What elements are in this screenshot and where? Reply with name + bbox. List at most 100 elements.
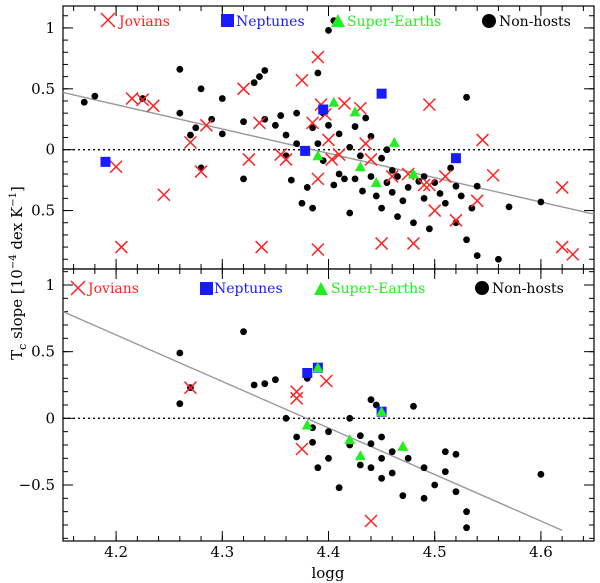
bottom-point-nonhost — [356, 461, 364, 469]
top-point-nonhost — [537, 198, 545, 206]
top-point-nonhost — [388, 166, 396, 174]
top-point-jovian — [375, 236, 389, 250]
bottom-y-tick-label: −0.5 — [19, 476, 55, 494]
top-point-jovian — [252, 116, 267, 130]
top-point-jovian — [295, 73, 309, 87]
top-point-jovian — [279, 152, 293, 166]
top-point-nonhost — [356, 152, 364, 160]
top-point-nonhost — [176, 109, 184, 117]
top-point-nonhost — [346, 143, 354, 151]
top-point-jovian — [555, 180, 569, 194]
top-point-nonhost — [309, 204, 316, 212]
top-point-nonhost — [277, 112, 285, 119]
bottom-point-neptune — [302, 368, 313, 378]
top-y-tick-label: 0.5 — [31, 80, 55, 98]
top-y-tick-label: 1 — [45, 19, 55, 37]
top-point-jovian — [428, 204, 442, 218]
top-point-super-earth — [407, 168, 419, 179]
top-point-jovian — [237, 82, 251, 96]
bottom-legend-jovians: Jovians — [70, 280, 139, 297]
top-point-nonhost — [256, 73, 263, 81]
top-point-nonhost — [287, 176, 295, 184]
bottom-point-jovian — [319, 374, 333, 388]
legend-label-jovians: Jovians — [86, 281, 139, 297]
bottom-point-jovian — [295, 442, 309, 456]
top-point-nonhost — [394, 173, 401, 180]
top-point-nonhost — [261, 115, 269, 123]
top-point-nonhost — [367, 132, 375, 140]
top-point-nonhost — [359, 187, 366, 195]
bottom-point-nonhost — [282, 414, 290, 422]
top-panel: 1 0.5 0 0.5 Jovians Neptunes Super-Earths N… — [31, 5, 595, 270]
bottom-point-nonhost — [367, 440, 375, 448]
bottom-point-nonhost — [367, 464, 375, 472]
x-tick-label: 4.4 — [317, 543, 341, 561]
top-point-nonhost — [468, 204, 476, 212]
top-point-nonhost — [91, 92, 99, 100]
x-tick-label: 4.2 — [104, 543, 128, 561]
top-point-nonhost — [457, 192, 465, 200]
bottom-point-nonhost — [452, 488, 460, 496]
top-point-jovian — [146, 99, 160, 113]
top-panel-frame — [62, 5, 595, 270]
bottom-legend-neptunes: Neptunes — [200, 281, 283, 297]
top-point-nonhost — [176, 65, 184, 73]
top-point-jovian — [406, 236, 420, 250]
top-point-nonhost — [240, 118, 247, 126]
top-point-nonhost — [425, 225, 433, 233]
bottom-point-nonhost — [388, 448, 396, 456]
top-point-jovian — [417, 178, 431, 192]
top-point-nonhost — [314, 69, 322, 77]
top-point-nonhost — [351, 123, 359, 130]
bottom-point-super-earth — [397, 440, 409, 451]
top-point-nonhost — [367, 173, 375, 180]
bottom-point-nonhost — [441, 448, 449, 456]
top-point-jovian — [325, 152, 339, 166]
top-legend: Jovians Neptunes Super-Earths Non-hosts — [100, 12, 571, 30]
top-point-neptune — [100, 156, 111, 167]
bottom-point-super-earth — [301, 419, 313, 430]
top-y-tick-label: 0 — [45, 141, 55, 159]
top-point-super-earth — [370, 177, 382, 188]
top-point-nonhost — [218, 95, 226, 102]
top-point-nonhost — [325, 121, 332, 129]
top-point-nonhost — [240, 175, 247, 183]
top-point-nonhost — [505, 203, 513, 211]
bottom-panel: 1 0.5 0 −0.5 Jovians Neptunes Super-Earths … — [19, 268, 595, 542]
top-point-nonhost — [293, 140, 301, 147]
top-point-nonhost — [261, 67, 269, 74]
bottom-point-super-earth — [312, 362, 324, 373]
bottom-point-jovian — [290, 385, 304, 399]
top-point-super-earth — [328, 96, 340, 107]
top-point-nonhost — [441, 199, 449, 207]
top-point-nonhost — [250, 79, 258, 87]
bottom-point-nonhost — [537, 470, 545, 478]
bottom-point-jovian — [290, 391, 304, 405]
bottom-point-nonhost — [250, 381, 258, 389]
bottom-point-nonhost — [314, 464, 322, 472]
top-point-jovian — [114, 240, 128, 254]
top-point-jovian — [306, 116, 320, 130]
bottom-y-tick-label: 1 — [45, 276, 55, 294]
bottom-point-nonhost — [378, 454, 385, 462]
top-point-super-earth — [388, 136, 400, 147]
top-point-jovian — [566, 247, 580, 261]
bottom-point-nonhost — [420, 464, 428, 472]
bottom-point-nonhost — [378, 474, 385, 482]
top-point-jovian — [311, 172, 325, 186]
bottom-point-jovian — [364, 514, 378, 528]
top-point-jovian — [470, 194, 484, 208]
top-point-jovian — [199, 118, 213, 132]
legend-label-super-earths: Super-Earths — [331, 281, 425, 297]
top-point-nonhost — [383, 146, 391, 154]
bottom-point-nonhost — [346, 414, 354, 422]
bottom-point-nonhost — [463, 524, 470, 532]
top-point-nonhost — [473, 252, 481, 260]
x-axis-label: logg — [311, 564, 344, 582]
top-point-jovian — [157, 188, 171, 202]
bottom-point-nonhost — [240, 328, 247, 336]
bottom-point-super-earth — [376, 406, 388, 417]
x-axis: 4.2 4.3 4.4 4.5 4.6 — [104, 543, 553, 561]
bottom-point-nonhost — [176, 400, 184, 408]
top-point-jovian — [422, 178, 436, 192]
